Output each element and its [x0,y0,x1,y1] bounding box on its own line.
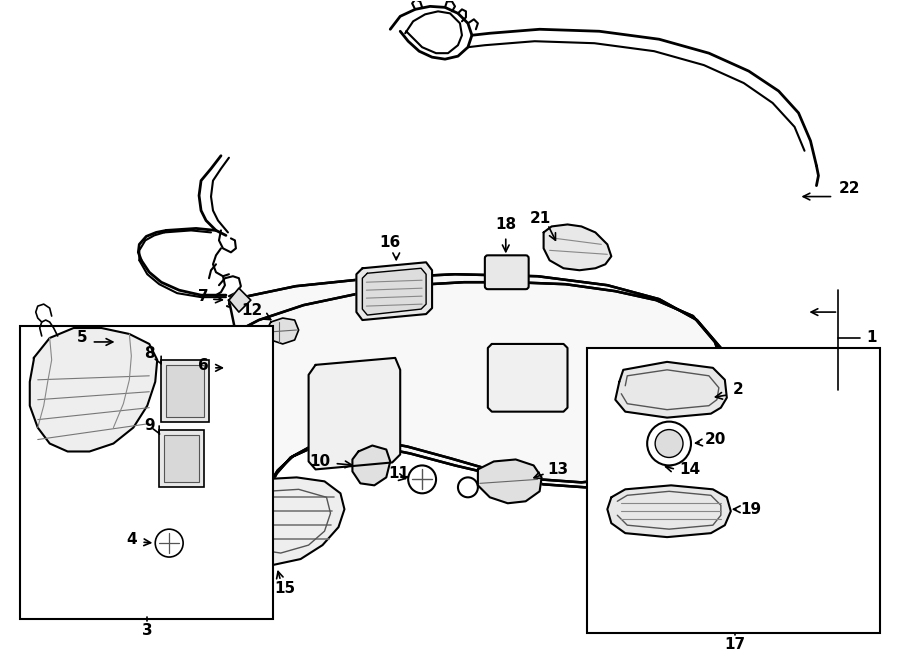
Circle shape [458,477,478,497]
Text: 6: 6 [198,358,209,373]
Bar [159,430,204,487]
Circle shape [644,401,654,410]
Ellipse shape [122,336,141,348]
Bar [161,360,209,422]
Text: 19: 19 [741,502,762,517]
FancyBboxPatch shape [485,255,528,289]
Text: 4: 4 [127,531,138,547]
Polygon shape [616,362,727,418]
Polygon shape [309,358,400,469]
Bar [588,348,880,633]
Text: 3: 3 [142,623,153,639]
Text: 20: 20 [705,432,726,447]
Polygon shape [544,225,611,270]
Polygon shape [616,447,662,481]
Text: 5: 5 [76,330,87,346]
Ellipse shape [232,362,250,374]
Text: 21: 21 [530,211,551,226]
Polygon shape [229,288,251,312]
Text: 7: 7 [198,289,209,303]
FancyBboxPatch shape [627,378,705,434]
Polygon shape [266,318,299,344]
Polygon shape [608,485,731,537]
Text: 1: 1 [866,330,877,346]
Circle shape [694,399,708,412]
Circle shape [655,430,683,457]
Polygon shape [30,328,158,451]
Text: 9: 9 [145,418,155,433]
Polygon shape [221,477,345,565]
Text: 14: 14 [679,462,700,477]
Circle shape [647,422,691,465]
Text: 12: 12 [241,303,263,317]
Text: 16: 16 [380,235,400,250]
Text: 13: 13 [547,462,569,477]
Text: 17: 17 [724,637,745,652]
Text: 11: 11 [388,466,410,481]
Bar [495,475,530,497]
Polygon shape [229,274,730,541]
Ellipse shape [116,332,147,352]
Polygon shape [478,459,542,503]
Text: 15: 15 [274,582,295,596]
Text: 18: 18 [495,217,517,232]
Text: 10: 10 [310,454,330,469]
FancyBboxPatch shape [626,447,674,481]
Circle shape [409,465,436,493]
Bar [20,326,273,619]
Circle shape [666,401,676,410]
Text: 2: 2 [733,382,743,397]
Circle shape [155,529,183,557]
Text: 22: 22 [839,181,860,196]
Bar [164,434,199,483]
Text: 8: 8 [145,346,155,362]
Polygon shape [353,446,391,485]
Polygon shape [488,344,568,412]
Polygon shape [363,268,426,315]
Ellipse shape [227,358,255,378]
Polygon shape [356,262,432,320]
Bar [166,365,204,416]
